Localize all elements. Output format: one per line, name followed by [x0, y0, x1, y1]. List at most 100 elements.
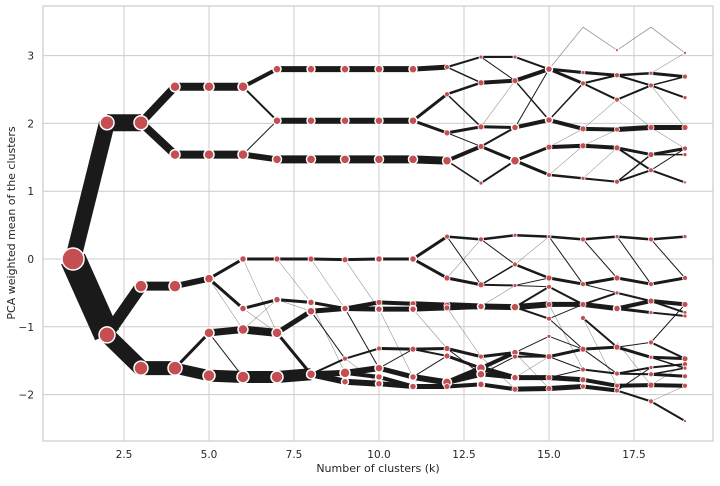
cluster-edge [514, 80, 550, 121]
cluster-edge [344, 259, 380, 310]
cluster-node [375, 298, 383, 306]
cluster-node [306, 115, 316, 126]
cluster-node [203, 148, 215, 161]
cluster-edge [480, 356, 516, 390]
cluster-edge [446, 66, 482, 84]
cluster-node [648, 339, 654, 346]
cluster-node [203, 273, 215, 284]
cluster-edge [582, 345, 618, 351]
cluster-edge [446, 354, 482, 370]
cluster-edge [650, 356, 686, 369]
cluster-edge [582, 177, 618, 183]
cluster-node [580, 315, 586, 321]
cluster-edge [616, 146, 652, 157]
cluster-node [545, 374, 553, 382]
cluster-edge [208, 332, 244, 378]
cluster-edge [616, 236, 652, 285]
cluster-edge [616, 342, 652, 386]
cluster-edge [650, 299, 686, 307]
cluster-edge [616, 345, 652, 359]
cluster-edge [310, 302, 346, 374]
cluster-edge [412, 374, 448, 386]
cluster-node [444, 64, 450, 71]
cluster-edge [650, 71, 686, 79]
cluster-edge [582, 143, 618, 150]
cluster-edge [242, 67, 278, 89]
x-tick-label: 2.5 [116, 449, 133, 461]
cluster-edge [650, 239, 686, 279]
cluster-node [682, 275, 688, 281]
cluster-edge [242, 120, 278, 155]
cluster-edge [548, 276, 584, 286]
cluster-edge [514, 335, 550, 354]
cluster-edge [616, 26, 652, 51]
cluster-edge [446, 371, 482, 385]
cluster-edge [548, 118, 584, 131]
cluster-edge [650, 85, 686, 128]
y-tick-label: −1 [19, 322, 34, 334]
cluster-node [614, 387, 620, 394]
cluster-edge [616, 291, 652, 303]
cluster-edge [514, 277, 550, 286]
cluster-node [478, 236, 484, 243]
cluster-edge [548, 235, 584, 241]
cluster-node [614, 370, 620, 377]
cluster-edge [275, 309, 313, 336]
cluster-edge [616, 383, 652, 388]
cluster-edge [344, 378, 380, 387]
cluster-node [614, 72, 620, 79]
cluster-node [614, 96, 620, 103]
cluster-node [408, 254, 418, 264]
cluster-node [133, 114, 149, 131]
cluster-edge [242, 258, 278, 334]
cluster-edge [480, 283, 516, 287]
cluster-node [339, 367, 351, 379]
cluster-edge [344, 347, 380, 360]
cluster-edge [582, 147, 618, 179]
cluster-node [580, 70, 586, 75]
cluster-node [408, 372, 418, 382]
cluster-node [202, 368, 216, 383]
x-axis-ticks: 2.5 5.0 7.5 10.0 12.5 15.0 17.5 [116, 449, 646, 461]
cluster-edge [616, 276, 652, 286]
cluster-edge [650, 400, 686, 422]
cluster-node [647, 124, 655, 131]
cluster-node [544, 115, 554, 125]
cluster-edge [276, 298, 312, 304]
cluster-edge [242, 299, 278, 330]
cluster-edge [138, 119, 178, 158]
cluster-edge [548, 236, 584, 285]
cluster-node [682, 373, 688, 380]
cluster-node [167, 360, 183, 376]
cluster-node [682, 73, 688, 80]
y-tick-label: 1 [27, 186, 34, 198]
cluster-nodes [61, 48, 689, 423]
cluster-edge [446, 307, 482, 357]
cluster-node [681, 124, 689, 131]
cluster-node [511, 385, 519, 393]
cluster-edge [446, 144, 482, 163]
cluster-edge [548, 383, 584, 391]
cluster-node [683, 50, 687, 55]
cluster-node [477, 123, 485, 131]
cluster-edge [480, 126, 516, 148]
cluster-edge [548, 82, 584, 121]
cluster-edge [514, 234, 550, 238]
cluster-node [682, 382, 688, 389]
cluster-node [546, 315, 552, 322]
cluster-edge [650, 75, 686, 87]
cluster-node [272, 115, 282, 126]
cluster-edge [480, 125, 516, 129]
cluster-node [579, 376, 587, 384]
cluster-node [579, 125, 587, 133]
cluster-node [579, 142, 587, 150]
cluster-node [648, 354, 654, 360]
cluster-edge [582, 74, 618, 85]
cluster-node [647, 297, 655, 305]
cluster-node [614, 290, 620, 296]
cluster-edge [548, 375, 584, 383]
cluster-node [444, 233, 450, 240]
cluster-edge [208, 277, 244, 310]
cluster-edge [412, 64, 448, 72]
